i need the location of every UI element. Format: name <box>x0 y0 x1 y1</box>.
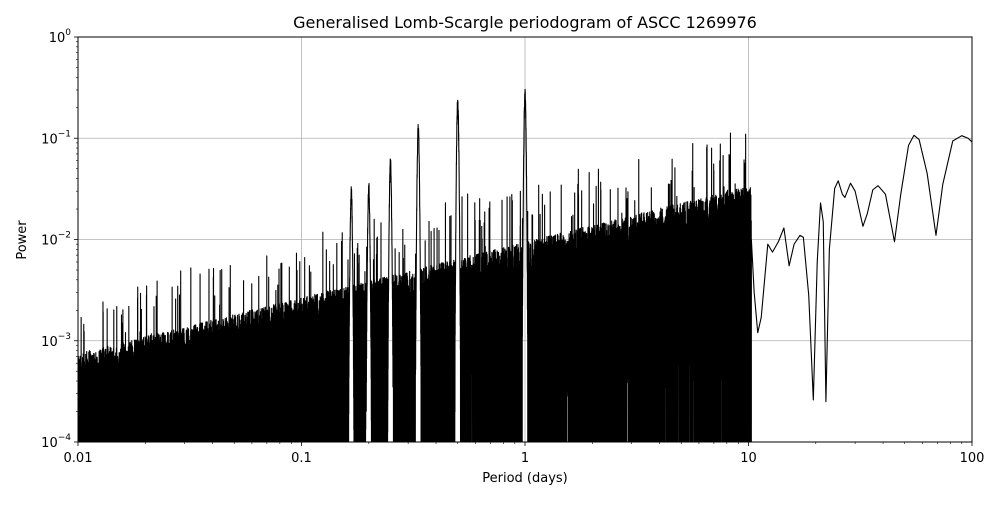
x-tick-label: 100 <box>960 451 985 466</box>
axis-ticks: 0.01 0.1 1 10 100 10−4 10−3 10−2 10−1 100 <box>41 28 984 466</box>
x-tick-label: 0.1 <box>291 451 312 466</box>
x-tick-label: 0.01 <box>64 451 93 466</box>
y-tick-label: 10−1 <box>41 129 71 147</box>
y-tick-label: 10−2 <box>41 231 71 249</box>
x-tick-label: 1 <box>521 451 529 466</box>
y-tick-label: 10−4 <box>41 433 71 451</box>
chart-title: Generalised Lomb-Scargle periodogram of … <box>293 13 757 32</box>
x-tick-label: 10 <box>740 451 757 466</box>
plot-area <box>78 88 972 442</box>
periodogram-line <box>78 88 972 442</box>
x-axis-label: Period (days) <box>482 471 568 486</box>
y-axis-label: Power <box>15 220 30 260</box>
y-tick-label: 10−3 <box>41 332 71 350</box>
y-tick-label: 100 <box>49 28 72 46</box>
